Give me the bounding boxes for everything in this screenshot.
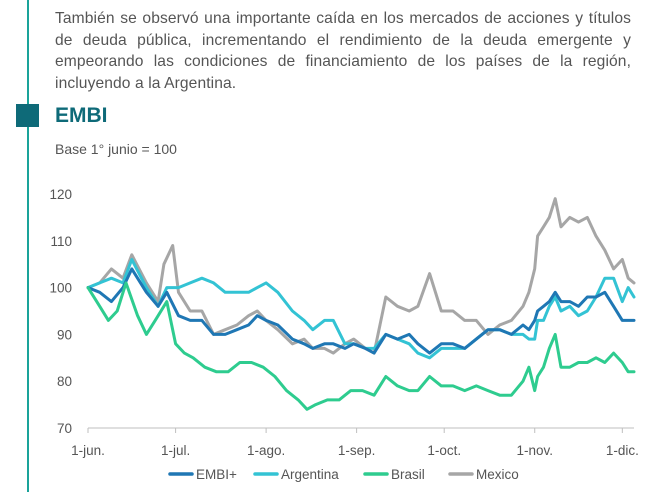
x-tick-label: 1-sep. bbox=[338, 443, 376, 458]
series-line-brasil bbox=[86, 281, 636, 411]
chart-title: EMBI bbox=[55, 104, 108, 127]
chart-subtitle: Base 1° junio = 100 bbox=[55, 141, 177, 157]
intro-paragraph: También se observó una importante caída … bbox=[55, 10, 631, 92]
legend-label: Brasil bbox=[391, 467, 425, 482]
chart-legend: EMBI+ Argentina Brasil Mexico bbox=[168, 467, 519, 482]
left-accent-rule bbox=[27, 0, 29, 492]
y-tick-label: 80 bbox=[57, 374, 72, 389]
y-tick-label: 70 bbox=[57, 421, 72, 436]
chart-axes: 70 80 90 100 110 120 1-jun. 1-jul. 1-ago. 1-sep. 1… bbox=[49, 187, 638, 458]
section-marker-square bbox=[16, 104, 39, 127]
y-tick-label: 90 bbox=[57, 327, 72, 342]
legend-label: Argentina bbox=[281, 467, 339, 482]
y-tick-label: 120 bbox=[49, 187, 72, 202]
y-tick-label: 110 bbox=[50, 234, 72, 249]
x-tick-label: 1-ago. bbox=[247, 443, 285, 458]
chart-series-group bbox=[86, 197, 636, 411]
x-tick-label: 1-dic. bbox=[606, 443, 639, 458]
x-tick-label: 1-jun. bbox=[71, 443, 105, 458]
y-tick-label: 100 bbox=[49, 281, 72, 296]
legend-label: Mexico bbox=[476, 467, 519, 482]
x-tick-label: 1-nov. bbox=[516, 443, 553, 458]
series-line-mexico bbox=[86, 197, 636, 355]
series-line-embi bbox=[86, 267, 636, 355]
x-tick-label: 1-jul. bbox=[161, 443, 190, 458]
x-tick-label: 1-oct. bbox=[427, 443, 461, 458]
legend-label: EMBI+ bbox=[196, 467, 237, 482]
